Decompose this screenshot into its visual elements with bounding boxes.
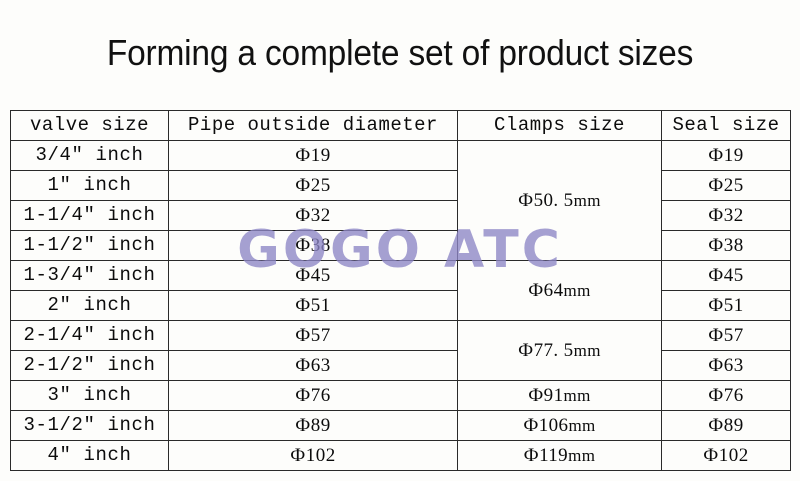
cell-seal-size: Ф32 xyxy=(661,200,791,231)
cell-valve-size: 3/4″ inch xyxy=(10,140,169,171)
cell-seal-size: Ф57 xyxy=(661,320,791,351)
cell-pipe-outside-diameter: Ф45 xyxy=(168,260,458,291)
cell-pipe-outside-diameter: Ф19 xyxy=(168,140,458,171)
cell-pipe-outside-diameter: Ф102 xyxy=(168,440,458,471)
table-row: 1-1/4″ inch Ф32 Ф32 xyxy=(10,200,791,231)
cell-valve-size: 2″ inch xyxy=(10,290,169,321)
cell-valve-size: 1-1/2″ inch xyxy=(10,230,169,261)
cell-pipe-outside-diameter: Ф25 xyxy=(168,170,458,201)
cell-seal-size: Ф76 xyxy=(661,380,791,411)
cell-valve-size: 1-3/4″ inch xyxy=(10,260,169,291)
cell-seal-size: Ф45 xyxy=(661,260,791,291)
cell-clamps-size: Ф50. 5mm xyxy=(457,140,662,261)
cell-seal-size: Ф89 xyxy=(661,410,791,441)
column-header-clamps-size: Clamps size xyxy=(457,110,662,141)
table-row: 2-1/4″ inch Ф57 Ф77. 5mm Ф57 xyxy=(10,320,791,381)
clamp-unit-mm: mm xyxy=(568,416,596,435)
product-size-table: valve size Pipe outside diameter Clamps … xyxy=(10,110,791,471)
cell-seal-size: Ф102 xyxy=(661,440,791,471)
table-row: 1″ inch Ф25 Ф25 xyxy=(10,170,791,201)
table-row: 2″ inch Ф51 Ф51 xyxy=(10,290,791,321)
clamp-unit-mm: mm xyxy=(563,281,591,300)
table-row: 3/4″ inch Ф19 Ф50. 5mm Ф19 xyxy=(10,140,791,261)
clamp-unit-mm: mm xyxy=(573,341,601,360)
cell-pipe-outside-diameter: Ф32 xyxy=(168,200,458,231)
clamp-unit-mm: mm xyxy=(573,191,601,210)
cell-valve-size: 3″ inch xyxy=(10,380,169,411)
table-header-row: valve size Pipe outside diameter Clamps … xyxy=(10,110,791,141)
clamp-unit-mm: mm xyxy=(563,386,591,405)
table-row: 3-1/2″ inch Ф89 Ф106mm Ф89 xyxy=(10,410,791,441)
cell-pipe-outside-diameter: Ф89 xyxy=(168,410,458,441)
table-row: 1-3/4″ inch Ф45 Ф64mm Ф45 xyxy=(10,260,791,321)
cell-clamps-size: Ф119mm xyxy=(457,440,662,471)
cell-valve-size: 3-1/2″ inch xyxy=(10,410,169,441)
cell-pipe-outside-diameter: Ф38 xyxy=(168,230,458,261)
cell-valve-size: 1″ inch xyxy=(10,170,169,201)
column-header-seal-size: Seal size xyxy=(661,110,791,141)
cell-clamps-size: Ф77. 5mm xyxy=(457,320,662,381)
table-row: 1-1/2″ inch Ф38 Ф38 xyxy=(10,230,791,261)
table-row: 4″ inch Ф102 Ф119mm Ф102 xyxy=(10,440,791,471)
cell-pipe-outside-diameter: Ф76 xyxy=(168,380,458,411)
cell-pipe-outside-diameter: Ф63 xyxy=(168,350,458,381)
column-header-valve-size: valve size xyxy=(10,110,169,141)
cell-seal-size: Ф19 xyxy=(661,140,791,171)
table-row: 2-1/2″ inch Ф63 Ф63 xyxy=(10,350,791,381)
cell-valve-size: 2-1/4″ inch xyxy=(10,320,169,351)
cell-clamps-size: Ф64mm xyxy=(457,260,662,321)
cell-pipe-outside-diameter: Ф51 xyxy=(168,290,458,321)
table-body: 3/4″ inch Ф19 Ф50. 5mm Ф19 1″ inch Ф25 Ф25 1-1/… xyxy=(10,140,791,471)
cell-clamps-size: Ф91mm xyxy=(457,380,662,411)
cell-seal-size: Ф51 xyxy=(661,290,791,321)
table-row: 3″ inch Ф76 Ф91mm Ф76 xyxy=(10,380,791,411)
cell-seal-size: Ф25 xyxy=(661,170,791,201)
cell-valve-size: 1-1/4″ inch xyxy=(10,200,169,231)
cell-pipe-outside-diameter: Ф57 xyxy=(168,320,458,351)
cell-valve-size: 4″ inch xyxy=(10,440,169,471)
clamp-unit-mm: mm xyxy=(568,446,596,465)
size-table-container: valve size Pipe outside diameter Clamps … xyxy=(10,110,791,471)
page-title: Forming a complete set of product sizes xyxy=(106,32,694,73)
table-header: valve size Pipe outside diameter Clamps … xyxy=(10,110,791,141)
cell-seal-size: Ф38 xyxy=(661,230,791,261)
cell-clamps-size: Ф106mm xyxy=(457,410,662,441)
column-header-pipe-outside-diameter: Pipe outside diameter xyxy=(168,110,458,141)
cell-valve-size: 2-1/2″ inch xyxy=(10,350,169,381)
cell-seal-size: Ф63 xyxy=(661,350,791,381)
